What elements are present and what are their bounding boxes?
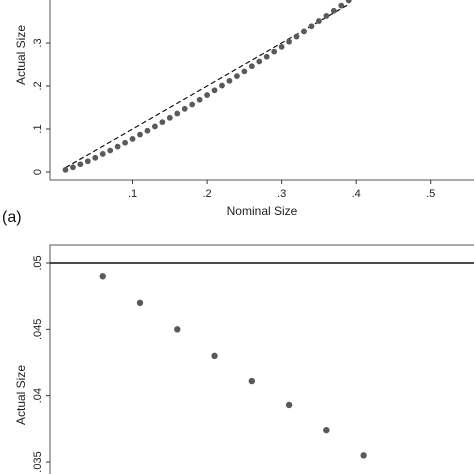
panel-b: .035 .04 .045 .05 Actual Size — [14, 244, 474, 474]
panel-a-y-tick-label: .3 — [32, 38, 44, 47]
panel-a-data-point — [301, 28, 307, 35]
panel-a-data-point — [99, 151, 106, 157]
panel-a-y-tick-label: 0 — [32, 169, 44, 175]
panel-a-data-point — [263, 53, 270, 60]
panel-a-data-point — [196, 96, 203, 103]
panel-a-x-axis-label: Nominal Size — [227, 204, 298, 218]
panel-a-data-point — [166, 114, 173, 121]
panel-a-data-point — [159, 119, 166, 126]
panel-a-x-tick-label: .3 — [277, 188, 286, 200]
panel-a-data-point — [114, 143, 121, 150]
panel-a-data-point — [137, 131, 143, 138]
panel-b-data-point — [136, 299, 144, 306]
panel-a-data-point — [345, 0, 352, 4]
panel-a-data-point — [62, 166, 69, 173]
panel-a-data-point — [338, 2, 345, 9]
panel-b-y-axis-label: Actual Size — [14, 365, 28, 425]
panel-a-data-point — [181, 105, 188, 112]
panel-a-data-point — [92, 154, 99, 161]
panel-a-label: (a) — [2, 209, 22, 226]
panel-b-plot-area — [49, 244, 474, 474]
panel-a-x-tick-label: .1 — [128, 188, 137, 200]
panel-a-data-point — [330, 7, 337, 14]
panel-a-data-point — [84, 158, 91, 165]
panel-b-data-point — [211, 352, 218, 360]
panel-a-data-point — [204, 92, 210, 98]
panel-a-data-point — [308, 23, 315, 30]
panel-a-data-point — [129, 135, 136, 142]
panel-a-data-point — [70, 164, 76, 171]
panel-b-y-tick-label: .05 — [32, 255, 44, 270]
panel-a-data-point — [271, 48, 278, 55]
panel-b-y-tick-label: .045 — [32, 319, 44, 340]
panel-a: .1 .2 .3 .4 .5 0 .1 .2 .3 Nominal Size Actual S… — [2, 0, 474, 226]
panel-b-y-tick-label: .04 — [32, 388, 44, 403]
panel-a-data-point — [293, 33, 300, 40]
panel-a-data-point — [323, 13, 330, 19]
panel-a-data-point — [152, 123, 158, 130]
panel-a-x-tick-label: .5 — [426, 188, 435, 200]
panel-a-y-tick-label: .2 — [32, 81, 44, 90]
panel-b-data-point — [360, 452, 367, 459]
panel-a-y-tick-label: .1 — [32, 124, 44, 133]
panel-a-data-point — [144, 127, 151, 134]
panel-a-data-point — [211, 87, 218, 94]
panel-a-x-tick-label: .2 — [202, 188, 211, 200]
panel-b-y-tick-label: .035 — [32, 451, 44, 472]
panel-b-data-point — [174, 326, 181, 333]
panel-a-x-tick-label: .4 — [352, 188, 361, 200]
panel-b-data-point — [323, 426, 330, 434]
panel-b-data-point — [248, 377, 256, 385]
panel-a-data-point — [122, 139, 128, 146]
panel-a-data-point — [286, 38, 292, 45]
panel-a-data-point — [316, 18, 322, 24]
panel-a-data-point — [256, 58, 263, 65]
panel-a-data-point — [234, 73, 240, 80]
panel-a-data-point — [248, 63, 255, 70]
panel-a-data-point — [77, 161, 84, 168]
panel-b-data-point — [99, 273, 106, 280]
panel-a-data-point — [241, 68, 248, 75]
panel-a-data-point — [219, 82, 225, 89]
panel-a-data-point — [107, 147, 114, 154]
panel-a-y-axis-label: Actual Size — [14, 25, 28, 85]
panel-a-plot-area — [49, 0, 474, 181]
panel-a-data-point — [189, 101, 196, 108]
panel-a-data-point — [226, 77, 233, 84]
panel-a-data-point — [174, 110, 181, 117]
panel-a-data-point — [278, 43, 285, 50]
panel-b-data-point — [285, 401, 293, 409]
